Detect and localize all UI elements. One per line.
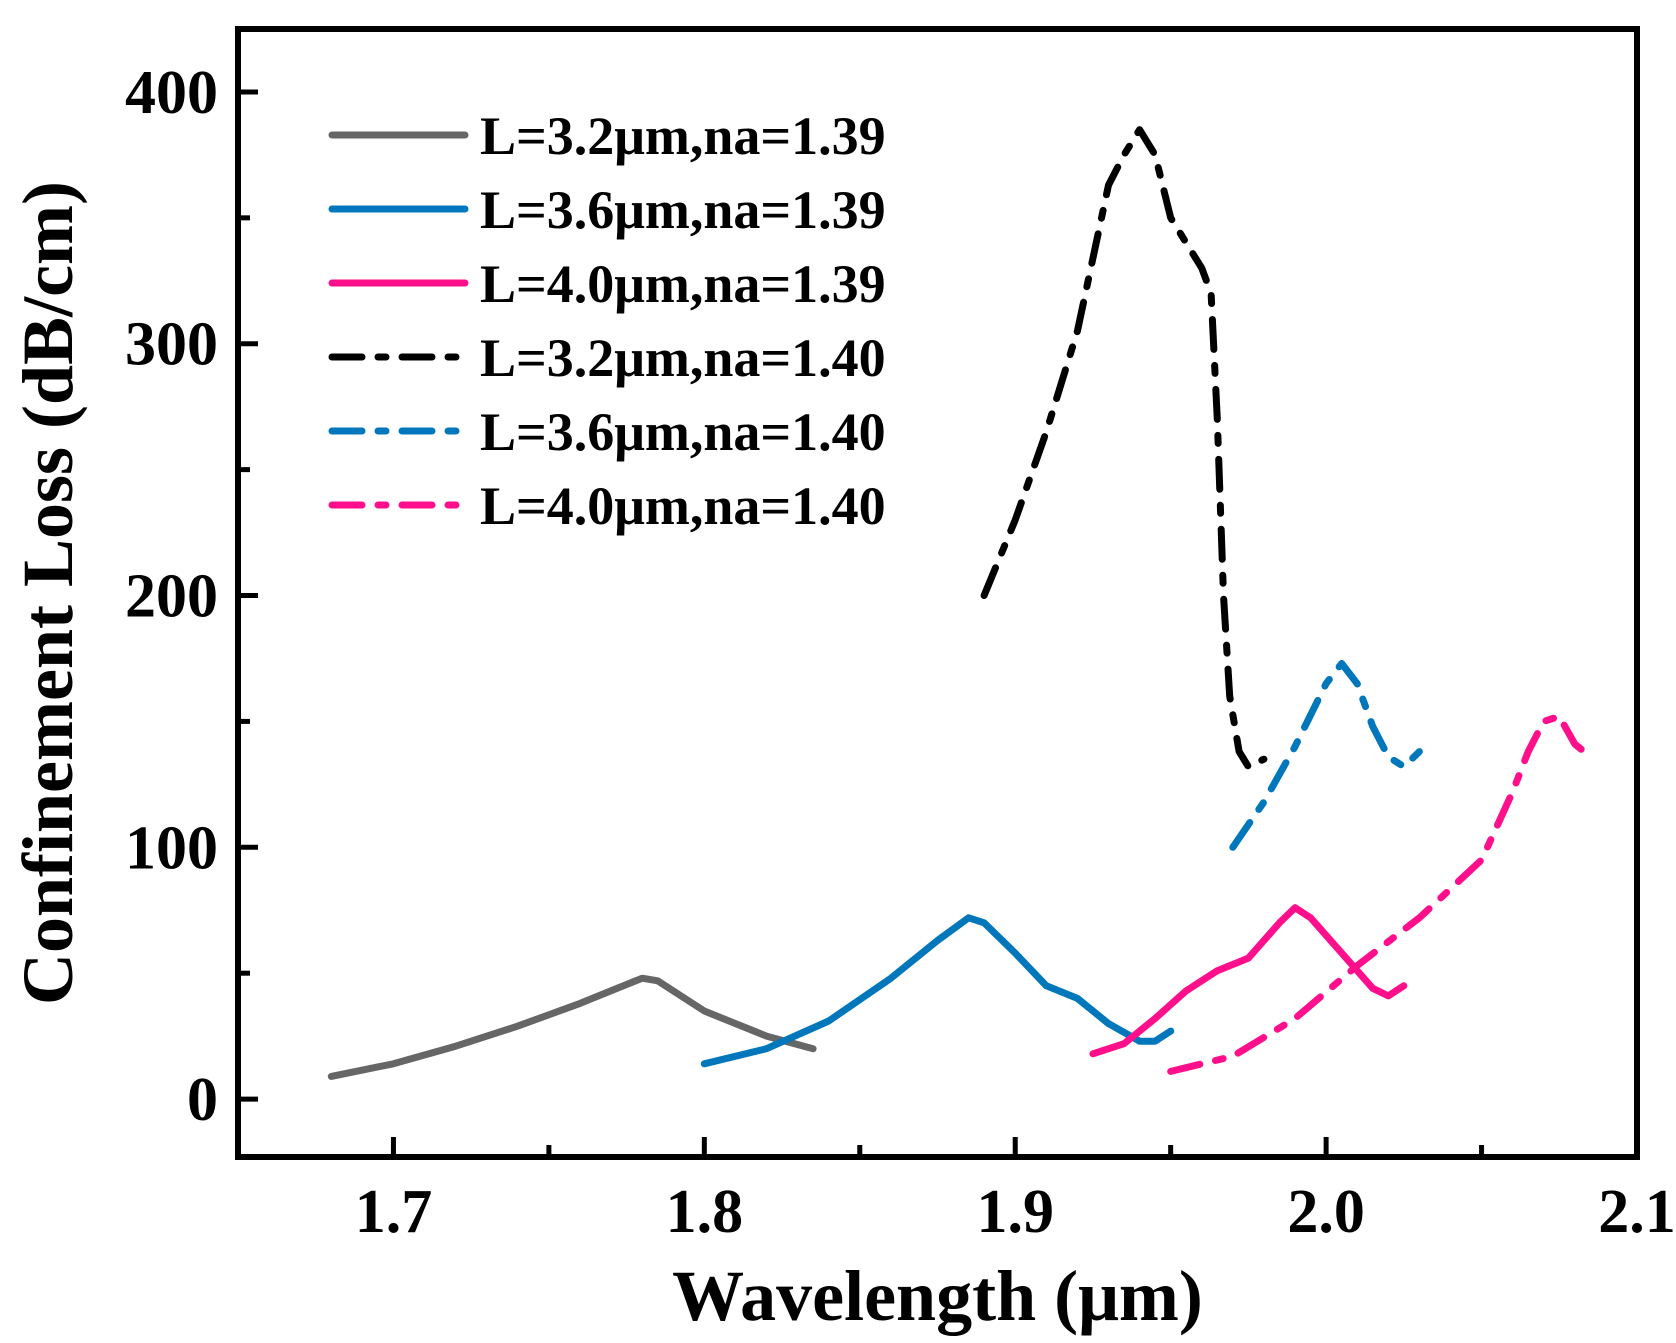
y-tick-label: 300	[125, 311, 218, 379]
x-tick-label: 1.8	[666, 1178, 744, 1246]
y-tick-label: 200	[125, 563, 218, 631]
y-tick-label: 100	[125, 814, 218, 882]
legend-label: L=3.6μm,na=1.40	[480, 402, 886, 462]
y-tick-label: 0	[187, 1066, 218, 1134]
x-tick-label: 1.7	[355, 1178, 433, 1246]
legend-label: L=3.6μm,na=1.39	[480, 180, 886, 240]
x-tick-label: 2.0	[1287, 1178, 1365, 1246]
plot-marks	[327, 126, 1594, 1080]
legend-label: L=3.2μm,na=1.40	[480, 328, 886, 388]
axes: 1.7 1.8 1.9 2.0 2.1 0 100 200 300 400	[125, 59, 1676, 1246]
series-line-5	[1229, 660, 1423, 851]
plot-frame	[235, 26, 1640, 1160]
x-axis-title: Wavelength (μm)	[672, 1256, 1203, 1336]
legend: L=3.2μm,na=1.39 L=3.6μm,na=1.39 L=4.0μm,na…	[328, 106, 886, 536]
series-line-4	[980, 126, 1268, 771]
legend-label: L=3.2μm,na=1.39	[480, 106, 886, 166]
x-tick-label: 2.1	[1598, 1178, 1676, 1246]
series-line-6	[1167, 712, 1594, 1075]
series-line-2	[700, 914, 1175, 1068]
series-line-1	[327, 974, 817, 1080]
series-line-3	[1089, 904, 1408, 1058]
y-tick-label: 400	[125, 59, 218, 127]
legend-label: L=4.0μm,na=1.39	[480, 254, 886, 314]
y-axis-title: Confinement Loss (dB/cm)	[8, 181, 88, 1005]
legend-label: L=4.0μm,na=1.40	[480, 476, 886, 536]
x-tick-label: 1.9	[976, 1178, 1054, 1246]
